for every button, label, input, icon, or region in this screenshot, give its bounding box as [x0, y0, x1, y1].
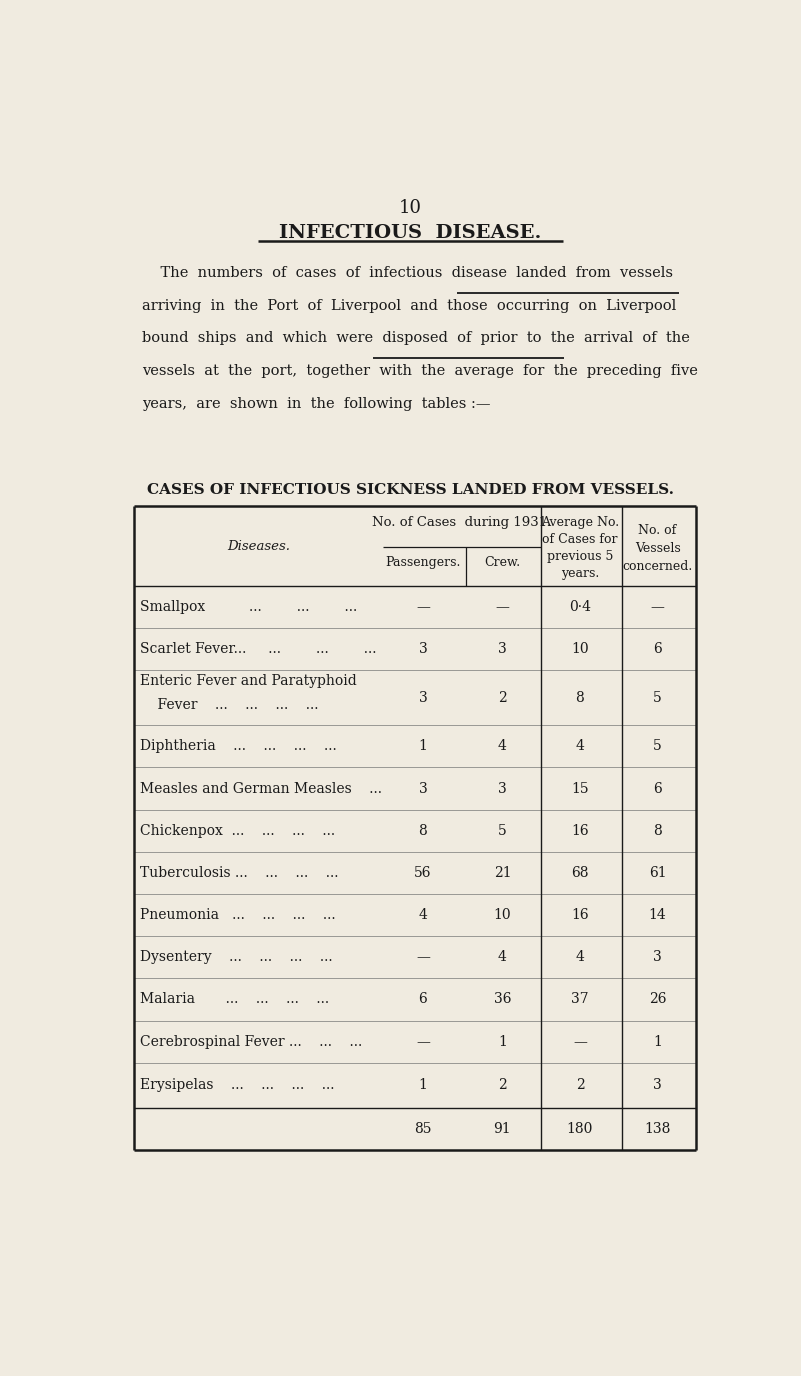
Text: —: —	[496, 600, 509, 614]
Text: CASES OF INFECTIOUS SICKNESS LANDED FROM VESSELS.: CASES OF INFECTIOUS SICKNESS LANDED FROM…	[147, 483, 674, 497]
Text: —: —	[416, 600, 430, 614]
Text: Dysentery    ...    ...    ...    ...: Dysentery ... ... ... ...	[140, 951, 333, 965]
Text: 0·4: 0·4	[569, 600, 591, 614]
Text: The  numbers  of  cases  of  infectious  disease  landed  from  vessels: The numbers of cases of infectious disea…	[143, 266, 674, 279]
Text: 4: 4	[498, 739, 507, 754]
Text: 6: 6	[653, 782, 662, 795]
Text: Malaria       ...    ...    ...    ...: Malaria ... ... ... ...	[140, 992, 329, 1006]
Text: 2: 2	[498, 691, 507, 705]
Text: Tuberculosis ...    ...    ...    ...: Tuberculosis ... ... ... ...	[140, 866, 339, 879]
Text: —: —	[650, 600, 665, 614]
Text: arriving  in  the  Port  of  Liverpool  and  those  occurring  on  Liverpool: arriving in the Port of Liverpool and th…	[143, 299, 677, 312]
Text: 4: 4	[576, 739, 585, 754]
Text: 26: 26	[649, 992, 666, 1006]
Text: 16: 16	[571, 824, 589, 838]
Text: 15: 15	[571, 782, 589, 795]
Text: Passengers.: Passengers.	[385, 556, 461, 570]
Text: 3: 3	[498, 643, 507, 656]
Text: No. of Cases  during 1931.: No. of Cases during 1931.	[372, 516, 551, 528]
Text: Vessels: Vessels	[634, 542, 681, 555]
Text: —: —	[416, 951, 430, 965]
Text: 8: 8	[653, 824, 662, 838]
Text: years.: years.	[561, 567, 599, 581]
Text: Scarlet Fever...     ...        ...        ...: Scarlet Fever... ... ... ...	[140, 643, 377, 656]
Text: 4: 4	[418, 908, 428, 922]
Text: 8: 8	[576, 691, 585, 705]
Text: 3: 3	[653, 1079, 662, 1093]
Text: 6: 6	[419, 992, 427, 1006]
Text: 3: 3	[653, 951, 662, 965]
Text: 8: 8	[419, 824, 427, 838]
Text: 5: 5	[653, 691, 662, 705]
Text: of Cases for: of Cases for	[542, 533, 618, 546]
Text: years,  are  shown  in  the  following  tables :—: years, are shown in the following tables…	[143, 398, 491, 411]
Text: Chickenpox  ...    ...    ...    ...: Chickenpox ... ... ... ...	[140, 824, 336, 838]
Text: Smallpox          ...        ...        ...: Smallpox ... ... ...	[140, 600, 358, 614]
Text: 3: 3	[419, 691, 427, 705]
Text: Average No.: Average No.	[541, 516, 619, 530]
Text: Diseases.: Diseases.	[227, 539, 290, 553]
Text: No. of: No. of	[638, 524, 677, 537]
Text: 1: 1	[653, 1035, 662, 1049]
Text: Fever    ...    ...    ...    ...: Fever ... ... ... ...	[140, 698, 319, 711]
Text: INFECTIOUS  DISEASE.: INFECTIOUS DISEASE.	[280, 224, 541, 242]
Text: 61: 61	[649, 866, 666, 879]
Text: 37: 37	[571, 992, 589, 1006]
Text: 4: 4	[498, 951, 507, 965]
Text: 56: 56	[414, 866, 432, 879]
Text: 68: 68	[571, 866, 589, 879]
Text: Measles and German Measles    ...: Measles and German Measles ...	[140, 782, 382, 795]
Text: 36: 36	[493, 992, 511, 1006]
Text: Pneumonia   ...    ...    ...    ...: Pneumonia ... ... ... ...	[140, 908, 336, 922]
Text: Crew.: Crew.	[485, 556, 521, 570]
Text: 16: 16	[571, 908, 589, 922]
Text: 10: 10	[399, 200, 422, 217]
Text: —: —	[573, 1035, 587, 1049]
Text: previous 5: previous 5	[547, 550, 614, 563]
Text: 4: 4	[576, 951, 585, 965]
Text: 3: 3	[419, 782, 427, 795]
Text: 138: 138	[644, 1123, 670, 1137]
Text: bound  ships  and  which  were  disposed  of  prior  to  the  arrival  of  the: bound ships and which were disposed of p…	[143, 332, 690, 345]
Text: Erysipelas    ...    ...    ...    ...: Erysipelas ... ... ... ...	[140, 1079, 335, 1093]
Text: 180: 180	[567, 1123, 594, 1137]
Text: 10: 10	[493, 908, 511, 922]
Text: Enteric Fever and Paratyphoid: Enteric Fever and Paratyphoid	[140, 674, 357, 688]
Text: 2: 2	[576, 1079, 585, 1093]
Text: 5: 5	[498, 824, 507, 838]
Text: 91: 91	[493, 1123, 511, 1137]
Text: —: —	[416, 1035, 430, 1049]
Text: 21: 21	[493, 866, 511, 879]
Text: 10: 10	[571, 643, 589, 656]
Text: 1: 1	[498, 1035, 507, 1049]
Text: 6: 6	[653, 643, 662, 656]
Text: Cerebrospinal Fever ...    ...    ...: Cerebrospinal Fever ... ... ...	[140, 1035, 363, 1049]
Text: vessels  at  the  port,  together  with  the  average  for  the  preceding  five: vessels at the port, together with the a…	[143, 365, 698, 378]
Text: 85: 85	[414, 1123, 432, 1137]
Text: 1: 1	[418, 739, 428, 754]
Text: Diphtheria    ...    ...    ...    ...: Diphtheria ... ... ... ...	[140, 739, 337, 754]
Text: 1: 1	[418, 1079, 428, 1093]
Text: concerned.: concerned.	[622, 560, 693, 572]
Text: 3: 3	[498, 782, 507, 795]
Text: 14: 14	[649, 908, 666, 922]
Text: 5: 5	[653, 739, 662, 754]
Text: 3: 3	[419, 643, 427, 656]
Text: 2: 2	[498, 1079, 507, 1093]
